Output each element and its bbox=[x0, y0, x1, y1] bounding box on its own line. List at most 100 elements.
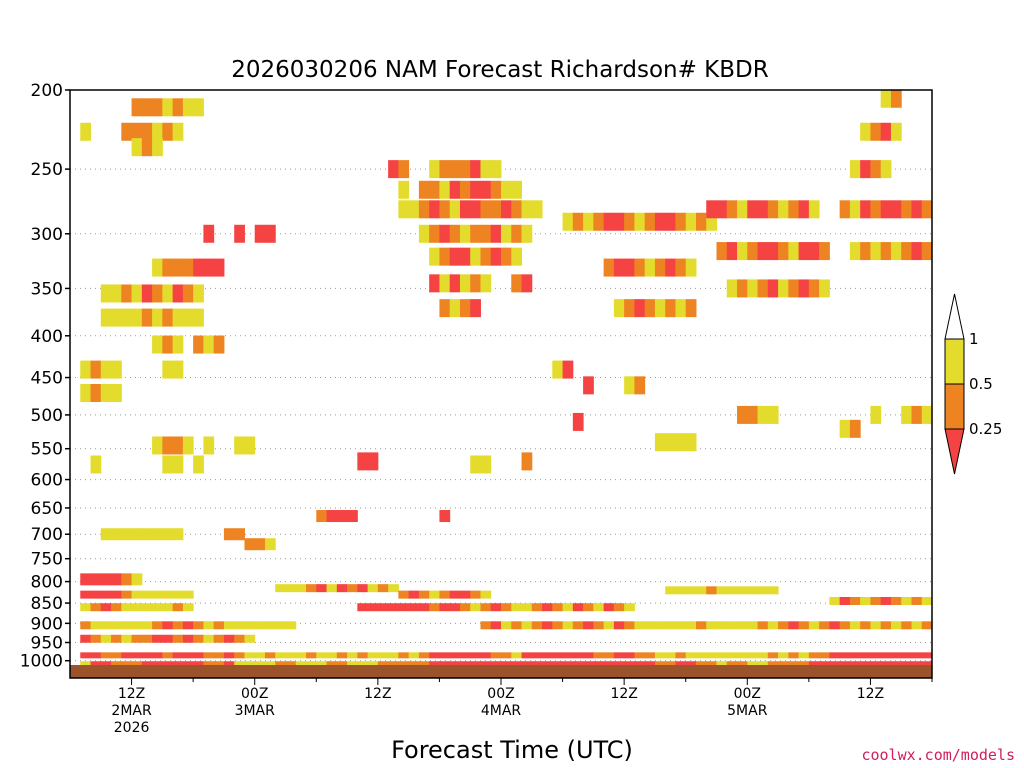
heatmap-cell bbox=[665, 621, 676, 630]
heatmap-cell bbox=[234, 652, 245, 659]
heatmap-cell bbox=[798, 200, 810, 219]
heatmap-cell bbox=[131, 98, 143, 117]
heatmap-cell bbox=[511, 603, 523, 612]
heatmap-cell bbox=[901, 200, 912, 219]
heatmap-cell bbox=[111, 360, 122, 379]
heatmap-cell bbox=[80, 661, 92, 668]
heatmap-cell bbox=[306, 661, 317, 668]
heatmap-cell bbox=[798, 242, 810, 261]
heatmap-cell bbox=[90, 634, 102, 643]
heatmap-cell bbox=[747, 242, 759, 261]
heatmap-cell bbox=[182, 634, 194, 643]
heatmap-cell bbox=[316, 510, 328, 523]
heatmap-cell bbox=[767, 405, 779, 424]
chart-title: 2026030206 NAM Forecast Richardson# KBDR bbox=[231, 57, 768, 83]
heatmap-cell bbox=[111, 284, 122, 303]
x-tick-label: 2MAR bbox=[111, 703, 152, 719]
heatmap-cell bbox=[552, 621, 564, 630]
credit-link[interactable]: coolwx.com/models bbox=[861, 746, 1015, 764]
heatmap-cell bbox=[572, 603, 584, 612]
heatmap-cell bbox=[737, 242, 748, 261]
heatmap-cell bbox=[870, 242, 882, 261]
heatmap-cell bbox=[131, 573, 143, 586]
heatmap-cell bbox=[131, 652, 143, 659]
heatmap-cell bbox=[398, 200, 410, 219]
heatmap-cell bbox=[223, 621, 235, 630]
heatmap-cell bbox=[747, 200, 759, 219]
heatmap-cell bbox=[264, 224, 276, 243]
heatmap-cell bbox=[326, 652, 338, 659]
heatmap-cell bbox=[244, 538, 256, 551]
heatmap-cell bbox=[162, 621, 174, 630]
heatmap-cell bbox=[100, 621, 112, 630]
heatmap-cell bbox=[100, 652, 112, 659]
heatmap-cell bbox=[90, 360, 102, 379]
heatmap-cell bbox=[182, 661, 194, 668]
colorbar: 1 0.5 0.25 bbox=[944, 293, 1002, 475]
y-tick-label: 550 bbox=[31, 440, 63, 460]
y-tick-label: 950 bbox=[31, 634, 63, 654]
heatmap-cell bbox=[398, 652, 410, 659]
ground-strip bbox=[70, 665, 932, 678]
x-tick-label: 12Z bbox=[364, 686, 391, 702]
heatmap-cell bbox=[172, 590, 184, 599]
heatmap-cell bbox=[757, 661, 769, 668]
x-tick-label: 2026 bbox=[114, 720, 150, 736]
heatmap-cell bbox=[408, 661, 420, 668]
heatmap-cell bbox=[439, 603, 451, 612]
heatmap-cell bbox=[275, 661, 286, 668]
heatmap-cell bbox=[613, 661, 625, 668]
heatmap-cell bbox=[264, 538, 276, 551]
heatmap-cell bbox=[347, 510, 358, 523]
heatmap-cell bbox=[654, 212, 666, 231]
heatmap-cell bbox=[675, 621, 687, 630]
heatmap-cell bbox=[767, 652, 779, 659]
heatmap-cell bbox=[685, 621, 697, 630]
heatmap-cell bbox=[726, 279, 738, 298]
heatmap-cell bbox=[193, 621, 204, 630]
heatmap-cell bbox=[490, 621, 502, 630]
heatmap-cell bbox=[131, 590, 143, 599]
heatmap-cell bbox=[449, 180, 461, 199]
heatmap-cell bbox=[778, 242, 789, 261]
heatmap-cell bbox=[870, 122, 882, 141]
heatmap-cell bbox=[193, 661, 204, 668]
heatmap-cell bbox=[429, 200, 440, 219]
heatmap-cell bbox=[562, 212, 574, 231]
heatmap-cell bbox=[562, 621, 574, 630]
heatmap-cell bbox=[429, 274, 440, 293]
heatmap-cell bbox=[367, 652, 379, 659]
heatmap-cell bbox=[141, 308, 153, 327]
x-tick-label: 5MAR bbox=[727, 703, 768, 719]
x-tick-label: 12Z bbox=[857, 686, 884, 702]
heatmap-cell bbox=[162, 652, 174, 659]
heatmap-cell bbox=[213, 335, 225, 354]
heatmap-cell bbox=[100, 590, 112, 599]
heatmap-cell bbox=[152, 308, 163, 327]
heatmap-cell bbox=[490, 180, 502, 199]
heatmap-cell bbox=[757, 586, 769, 595]
heatmap-cell bbox=[162, 284, 174, 303]
heatmap-cell bbox=[921, 621, 933, 630]
heatmap-cell bbox=[613, 652, 625, 659]
heatmap-cell bbox=[542, 661, 553, 668]
heatmap-cell bbox=[162, 590, 174, 599]
heatmap-cell bbox=[459, 603, 471, 612]
heatmap-cell bbox=[121, 308, 133, 327]
heatmap-cell bbox=[808, 279, 820, 298]
y-tick-label: 900 bbox=[31, 614, 63, 634]
y-axis: 200 250 300 350 400 450 500 550 600 650 700 750 8008… bbox=[20, 81, 70, 672]
heatmap-cell bbox=[654, 258, 666, 277]
heatmap-cell bbox=[172, 122, 184, 141]
heatmap-cell bbox=[624, 603, 635, 612]
heatmap-cell bbox=[429, 180, 440, 199]
heatmap-cell bbox=[131, 621, 143, 630]
heatmap-cell bbox=[182, 308, 194, 327]
heatmap-cell bbox=[603, 661, 615, 668]
heatmap-cell bbox=[757, 621, 769, 630]
heatmap-cell bbox=[613, 258, 625, 277]
heatmap-cell bbox=[336, 661, 348, 668]
heatmap-cell bbox=[193, 634, 204, 643]
heatmap-cell bbox=[870, 621, 882, 630]
heatmap-cell bbox=[131, 661, 143, 668]
